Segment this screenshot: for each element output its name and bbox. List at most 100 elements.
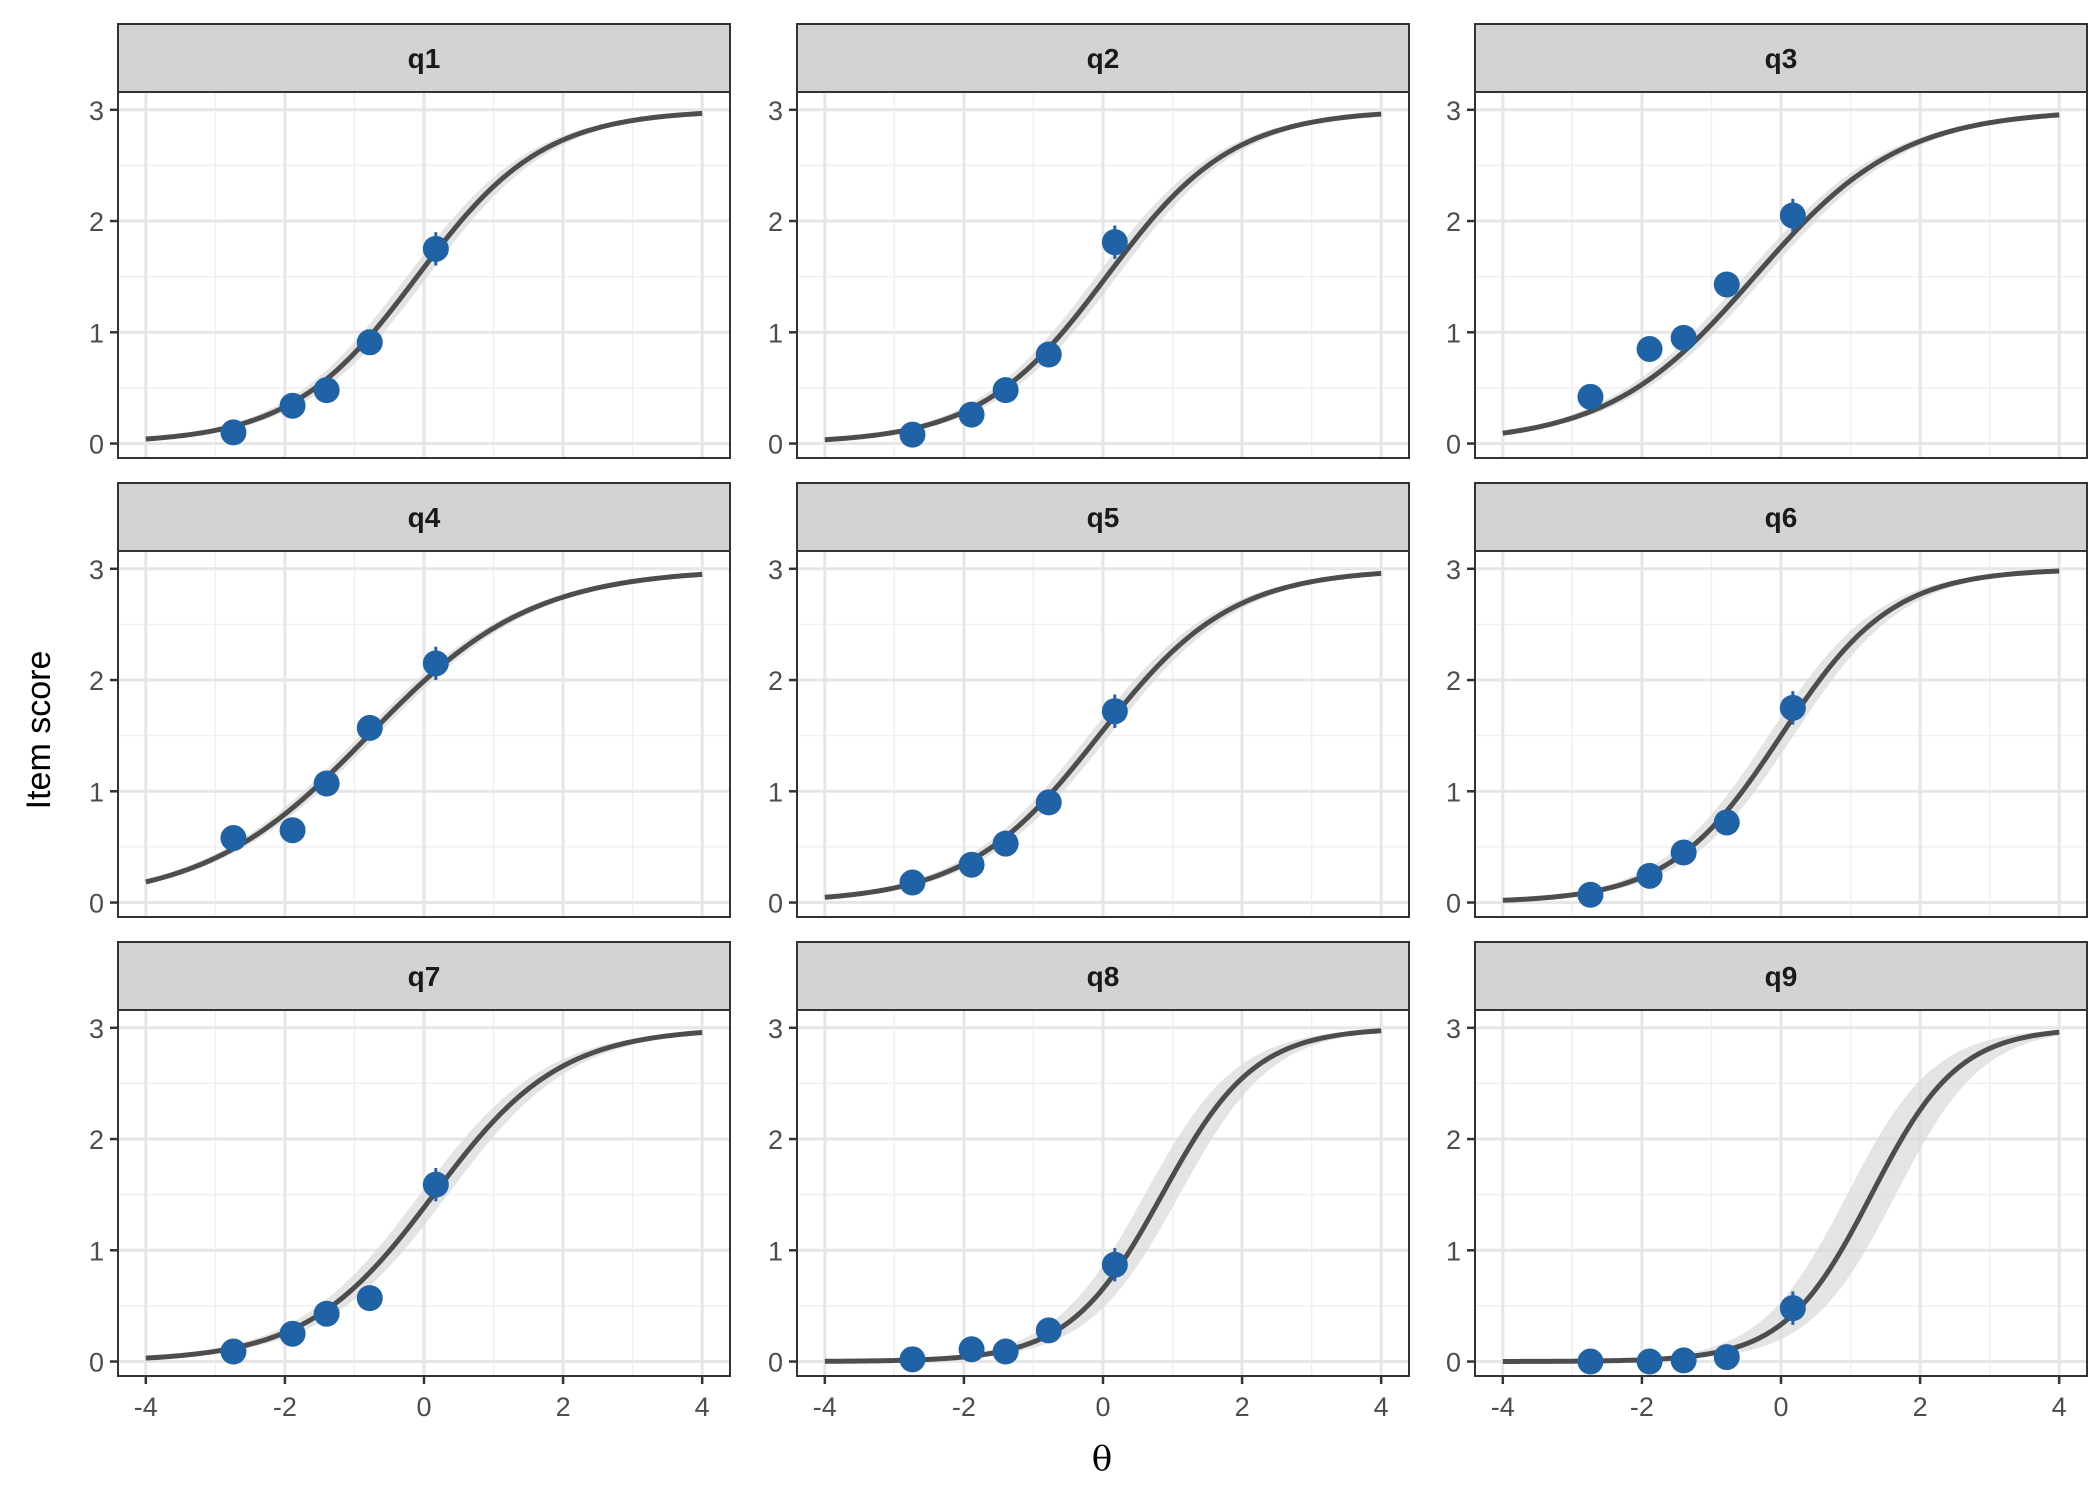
strip-background bbox=[796, 941, 1410, 1011]
confidence-ribbon bbox=[145, 112, 703, 440]
panel-q8: q8 0 1 2 3 -4 -2 0 2 4 bbox=[768, 941, 1410, 1422]
y-tick-label: 0 bbox=[89, 1348, 104, 1378]
y-tick-label: 2 bbox=[768, 207, 783, 237]
y-tick-label: 3 bbox=[768, 96, 783, 126]
data-point bbox=[958, 1336, 985, 1363]
data-point bbox=[958, 401, 985, 428]
strip-background bbox=[1474, 941, 2088, 1011]
y-tick-label: 3 bbox=[1446, 555, 1461, 585]
data-point bbox=[1713, 271, 1740, 298]
panel-q4: q4 0 1 2 3 bbox=[89, 482, 731, 919]
x-tick-label: -4 bbox=[1491, 1392, 1515, 1422]
y-tick-label: 1 bbox=[1446, 1236, 1461, 1266]
strip-label: q7 bbox=[408, 961, 441, 992]
strip-label: q6 bbox=[1765, 502, 1798, 533]
data-point bbox=[1577, 383, 1604, 410]
strip-background bbox=[117, 482, 731, 552]
x-tick-label: 0 bbox=[1773, 1392, 1788, 1422]
x-tick-label: 0 bbox=[416, 1392, 431, 1422]
data-point bbox=[356, 329, 383, 356]
panel-border bbox=[117, 550, 731, 918]
x-tick-label: -4 bbox=[134, 1392, 158, 1422]
confidence-ribbon bbox=[145, 1031, 703, 1359]
y-tick-label: 3 bbox=[768, 555, 783, 585]
data-point bbox=[992, 830, 1019, 857]
y-tick-label: 1 bbox=[89, 777, 104, 807]
y-tick-label: 2 bbox=[1446, 207, 1461, 237]
y-tick-label: 2 bbox=[1446, 1125, 1461, 1155]
data-point bbox=[1779, 1295, 1806, 1322]
strip-label: q8 bbox=[1087, 961, 1120, 992]
data-point bbox=[899, 421, 926, 448]
y-tick-label: 3 bbox=[89, 1014, 104, 1044]
data-point bbox=[899, 869, 926, 896]
y-tick-label: 0 bbox=[89, 430, 104, 460]
data-point bbox=[1713, 1344, 1740, 1371]
data-point bbox=[1636, 862, 1663, 889]
data-point bbox=[313, 1300, 340, 1327]
data-point bbox=[1636, 1348, 1663, 1375]
data-point bbox=[899, 1346, 926, 1373]
x-tick-label: 4 bbox=[695, 1392, 710, 1422]
y-tick-label: 2 bbox=[89, 1125, 104, 1155]
y-tick-label: 1 bbox=[89, 1236, 104, 1266]
panel-q6: q6 0 1 2 3 bbox=[1446, 482, 2088, 919]
panel-q2: q2 0 1 2 3 bbox=[768, 23, 1410, 460]
data-point bbox=[958, 851, 985, 878]
data-point bbox=[992, 1338, 1019, 1365]
y-tick-label: 1 bbox=[1446, 777, 1461, 807]
y-tick-label: 0 bbox=[1446, 889, 1461, 919]
data-point bbox=[279, 392, 306, 419]
panel-q7: q7 0 1 2 3 -4 -2 0 2 4 bbox=[89, 941, 731, 1422]
data-point bbox=[1577, 881, 1604, 908]
y-tick-label: 1 bbox=[1446, 318, 1461, 348]
strip-background bbox=[1474, 482, 2088, 552]
data-point bbox=[356, 714, 383, 741]
panel-q5: q5 0 1 2 3 bbox=[768, 482, 1410, 919]
data-point bbox=[1670, 839, 1697, 866]
data-point bbox=[279, 1320, 306, 1347]
data-point bbox=[422, 650, 449, 677]
y-tick-label: 2 bbox=[89, 666, 104, 696]
y-tick-label: 0 bbox=[1446, 430, 1461, 460]
strip-background bbox=[117, 23, 731, 93]
panel-q1: q1 0 1 2 3 bbox=[89, 23, 731, 460]
x-tick-label: 4 bbox=[2052, 1392, 2067, 1422]
data-point bbox=[1670, 1347, 1697, 1374]
data-point bbox=[1035, 1317, 1062, 1344]
x-tick-label: -2 bbox=[273, 1392, 297, 1422]
y-tick-label: 0 bbox=[89, 889, 104, 919]
y-tick-label: 1 bbox=[768, 1236, 783, 1266]
confidence-ribbon bbox=[824, 1029, 1382, 1362]
data-point bbox=[1101, 698, 1128, 725]
data-point bbox=[313, 770, 340, 797]
data-point bbox=[1577, 1348, 1604, 1375]
data-point bbox=[1670, 324, 1697, 351]
x-tick-label: -2 bbox=[1630, 1392, 1654, 1422]
data-point bbox=[1636, 335, 1663, 362]
strip-background bbox=[1474, 23, 2088, 93]
strip-label: q4 bbox=[408, 502, 441, 533]
panel-border bbox=[796, 91, 1410, 459]
y-tick-label: 3 bbox=[768, 1014, 783, 1044]
data-point bbox=[1779, 694, 1806, 721]
y-tick-label: 2 bbox=[768, 666, 783, 696]
data-point bbox=[992, 377, 1019, 404]
data-point bbox=[1035, 341, 1062, 368]
x-tick-label: 2 bbox=[556, 1392, 571, 1422]
y-tick-label: 0 bbox=[768, 430, 783, 460]
x-tick-label: 2 bbox=[1235, 1392, 1250, 1422]
data-point bbox=[220, 1338, 247, 1365]
panel-q3: q3 0 1 2 3 bbox=[1446, 23, 2088, 460]
y-tick-label: 0 bbox=[768, 1348, 783, 1378]
y-tick-label: 3 bbox=[1446, 1014, 1461, 1044]
y-tick-label: 2 bbox=[89, 207, 104, 237]
y-tick-label: 1 bbox=[768, 318, 783, 348]
y-tick-label: 2 bbox=[768, 1125, 783, 1155]
y-tick-label: 1 bbox=[768, 777, 783, 807]
data-point bbox=[1779, 202, 1806, 229]
data-point bbox=[1101, 1251, 1128, 1278]
strip-label: q1 bbox=[408, 43, 441, 74]
panel-border bbox=[1474, 91, 2088, 459]
